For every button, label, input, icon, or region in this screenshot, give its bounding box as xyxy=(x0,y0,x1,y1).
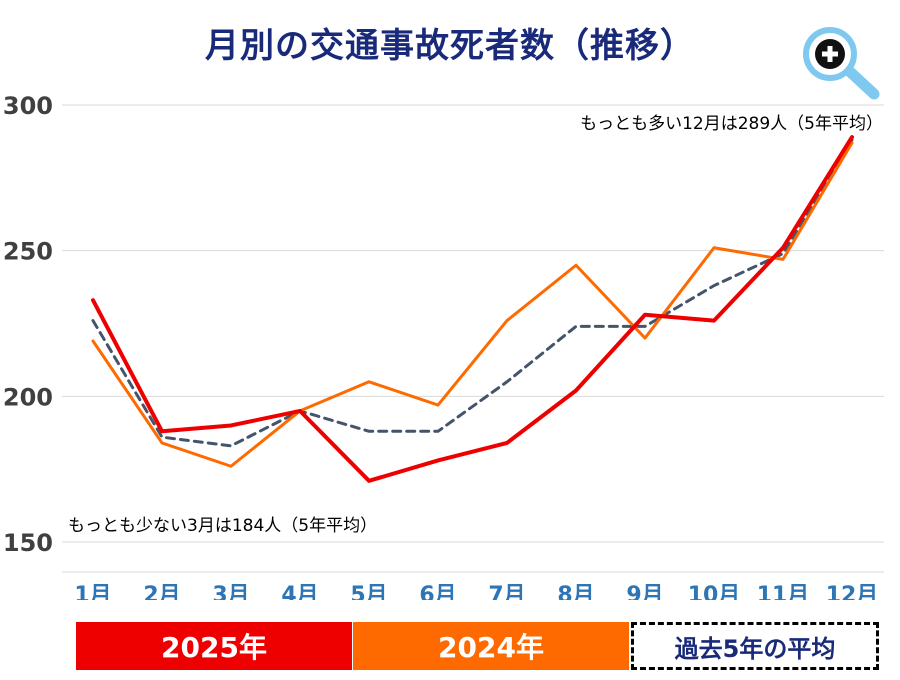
series-y2024 xyxy=(91,141,854,468)
annotation-min: もっとも少ない3月は184人（5年平均） xyxy=(68,516,377,536)
x-tick-label: 11月 xyxy=(757,583,810,600)
x-tick-label: 7月 xyxy=(488,583,525,600)
y-tick-label: 200 xyxy=(3,383,53,411)
x-tick-label: 3月 xyxy=(212,583,249,600)
legend-2024: 2024年 xyxy=(353,622,629,670)
legend-5yr-average: 過去5年の平均 xyxy=(631,622,879,670)
legend-2025: 2025年 xyxy=(76,622,352,670)
y-tick-label: 300 xyxy=(3,92,53,120)
y-axis-ticks: 150 200 250 300 xyxy=(3,92,53,557)
x-tick-label: 4月 xyxy=(281,583,318,600)
chart-title: 月別の交通事故死者数（推移） xyxy=(205,26,695,66)
line-chart: 150 200 250 300 1月 2月 3月 4月 5月 6月 7月 8月 9月 10月 11月 12月… xyxy=(3,92,884,600)
x-tick-label: 1月 xyxy=(74,583,111,600)
gridlines xyxy=(62,104,884,573)
x-tick-label: 10月 xyxy=(688,583,741,600)
series-lines xyxy=(91,135,854,483)
x-tick-label: 12月 xyxy=(826,583,879,600)
series-line-y2025 xyxy=(91,135,854,483)
x-tick-label: 2月 xyxy=(143,583,180,600)
zoom-in-icon[interactable] xyxy=(800,26,882,102)
x-tick-label: 8月 xyxy=(557,583,594,600)
x-axis-ticks: 1月 2月 3月 4月 5月 6月 7月 8月 9月 10月 11月 12月 xyxy=(74,583,878,600)
y-tick-label: 250 xyxy=(3,238,53,266)
y-tick-label: 150 xyxy=(3,529,53,557)
series-line-y2024 xyxy=(91,141,854,468)
series-line-avg xyxy=(91,138,854,448)
series-y2025 xyxy=(91,135,854,483)
x-tick-label: 6月 xyxy=(419,583,456,600)
x-tick-label: 9月 xyxy=(626,583,663,600)
x-tick-label: 5月 xyxy=(350,583,387,600)
annotation-max: もっとも多い12月は289人（5年平均） xyxy=(580,114,883,134)
series-avg xyxy=(91,138,854,448)
